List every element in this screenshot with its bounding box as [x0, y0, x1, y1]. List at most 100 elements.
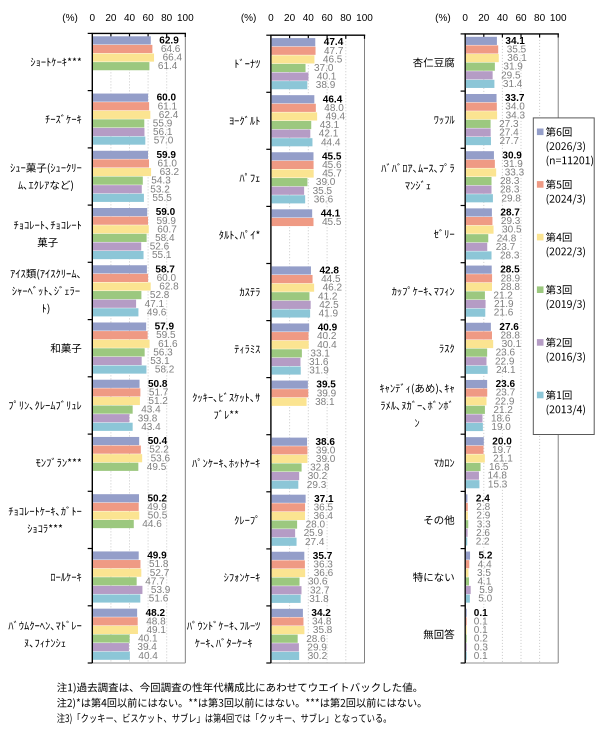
svg-text:29.5: 29.5 [501, 70, 521, 81]
svg-text:0.2: 0.2 [474, 634, 488, 645]
svg-text:41.9: 41.9 [319, 309, 339, 320]
svg-text:20.0: 20.0 [492, 436, 512, 447]
svg-text:36.3: 36.3 [313, 560, 333, 571]
svg-text:0.1: 0.1 [474, 617, 488, 628]
svg-text:37.0: 37.0 [314, 63, 334, 74]
svg-text:28.6: 28.6 [306, 634, 326, 645]
svg-text:45.5: 45.5 [322, 151, 342, 162]
svg-text:46.4: 46.4 [323, 94, 343, 105]
svg-text:48.2: 48.2 [146, 608, 166, 619]
svg-text:64.6: 64.6 [161, 44, 181, 55]
svg-text:18.6: 18.6 [491, 414, 511, 425]
svg-text:61.0: 61.0 [158, 159, 178, 170]
svg-text:29.3: 29.3 [307, 480, 327, 491]
svg-text:44.6: 44.6 [142, 519, 162, 530]
svg-text:31.8: 31.8 [309, 594, 329, 605]
svg-text:0.1: 0.1 [474, 651, 488, 662]
svg-text:5.2: 5.2 [479, 551, 493, 562]
svg-text:30.5: 30.5 [502, 225, 522, 236]
svg-text:60.0: 60.0 [157, 273, 177, 284]
svg-text:28.3: 28.3 [500, 176, 520, 187]
svg-text:52.2: 52.2 [149, 445, 169, 456]
svg-text:36.5: 36.5 [314, 502, 334, 513]
svg-text:40.4: 40.4 [317, 340, 337, 351]
svg-text:3.3: 3.3 [477, 519, 491, 530]
svg-text:58.4: 58.4 [155, 233, 175, 244]
svg-text:29.3: 29.3 [501, 216, 521, 227]
svg-text:43.4: 43.4 [141, 422, 161, 433]
svg-text:29.8: 29.8 [501, 193, 521, 204]
svg-text:20: 20 [284, 13, 296, 24]
svg-text:55.9: 55.9 [153, 119, 173, 130]
svg-text:53.2: 53.2 [150, 184, 170, 195]
svg-text:30.2: 30.2 [308, 471, 328, 482]
svg-text:34.1: 34.1 [505, 36, 525, 47]
svg-text:49.9: 49.9 [147, 551, 167, 562]
svg-text:21.9: 21.9 [494, 299, 514, 310]
svg-text:44.4: 44.4 [321, 137, 341, 148]
svg-text:51.6: 51.6 [149, 594, 169, 605]
svg-text:46.5: 46.5 [323, 54, 343, 65]
svg-text:58.7: 58.7 [155, 264, 175, 275]
svg-text:54.3: 54.3 [151, 176, 171, 187]
svg-text:30.6: 30.6 [308, 577, 328, 588]
svg-text:52.6: 52.6 [150, 242, 170, 253]
svg-text:30.9: 30.9 [502, 150, 522, 161]
svg-text:35.5: 35.5 [507, 45, 527, 56]
svg-text:39.5: 39.5 [316, 380, 336, 391]
svg-text:35.7: 35.7 [313, 551, 333, 562]
svg-text:39.0: 39.0 [316, 177, 336, 188]
svg-text:27.3: 27.3 [499, 119, 519, 130]
svg-text:5.0: 5.0 [478, 594, 492, 605]
svg-text:42.5: 42.5 [319, 300, 339, 311]
svg-text:38.6: 38.6 [316, 437, 336, 448]
svg-text:4.4: 4.4 [478, 559, 492, 570]
svg-text:37.1: 37.1 [314, 494, 334, 505]
svg-text:24.8: 24.8 [497, 233, 517, 244]
svg-text:50.5: 50.5 [148, 511, 168, 522]
svg-text:40.1: 40.1 [317, 72, 337, 83]
svg-text:50.4: 50.4 [148, 436, 168, 447]
svg-text:21.1: 21.1 [493, 454, 513, 465]
svg-text:28.0: 28.0 [306, 520, 326, 531]
svg-text:34.8: 34.8 [312, 617, 332, 628]
svg-text:5.9: 5.9 [479, 585, 493, 596]
svg-text:(%): (%) [62, 13, 78, 24]
svg-text:50.8: 50.8 [148, 379, 168, 390]
svg-text:80: 80 [161, 13, 173, 24]
svg-text:23.7: 23.7 [496, 242, 516, 253]
svg-text:60.0: 60.0 [157, 93, 177, 104]
svg-text:20: 20 [105, 13, 117, 24]
svg-text:40.1: 40.1 [138, 634, 158, 645]
svg-text:31.4: 31.4 [503, 79, 523, 90]
svg-text:28.3: 28.3 [500, 185, 520, 196]
svg-text:60.7: 60.7 [157, 224, 177, 235]
svg-text:25.9: 25.9 [304, 528, 324, 539]
svg-text:59.9: 59.9 [157, 216, 177, 227]
svg-text:61.4: 61.4 [158, 61, 178, 72]
svg-text:0.1: 0.1 [474, 608, 488, 619]
svg-text:14.8: 14.8 [488, 471, 508, 482]
svg-text:3.5: 3.5 [477, 568, 491, 579]
svg-text:36.4: 36.4 [314, 511, 334, 522]
svg-text:45.7: 45.7 [322, 169, 342, 180]
svg-text:0: 0 [268, 13, 274, 24]
svg-text:2.4: 2.4 [476, 494, 490, 505]
svg-text:43.1: 43.1 [320, 120, 340, 131]
svg-text:20: 20 [478, 13, 490, 24]
svg-text:100: 100 [356, 13, 373, 24]
svg-text:41.2: 41.2 [318, 291, 338, 302]
svg-text:66.4: 66.4 [163, 53, 183, 64]
svg-text:27.7: 27.7 [500, 136, 520, 147]
svg-text:63.2: 63.2 [160, 167, 180, 178]
svg-text:59.9: 59.9 [157, 150, 177, 161]
svg-text:49.1: 49.1 [147, 625, 167, 636]
svg-text:53.1: 53.1 [150, 356, 170, 367]
svg-text:0: 0 [90, 13, 96, 24]
svg-text:15.3: 15.3 [488, 479, 508, 490]
svg-text:39.9: 39.9 [317, 388, 337, 399]
svg-text:33.3: 33.3 [505, 168, 525, 179]
svg-text:47.1: 47.1 [145, 299, 165, 310]
svg-text:50.2: 50.2 [148, 493, 168, 504]
svg-text:4.1: 4.1 [478, 577, 492, 588]
